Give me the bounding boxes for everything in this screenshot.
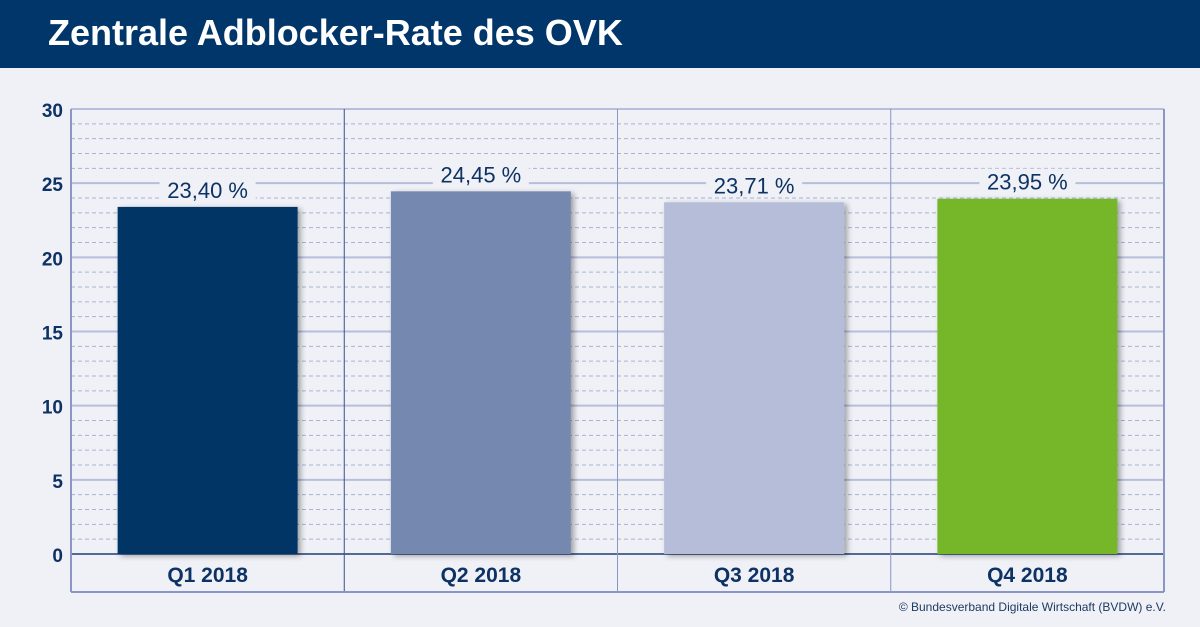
header-bar: Zentrale Adblocker-Rate des OVK <box>0 0 1200 68</box>
data-label: 23,95 % <box>987 170 1068 195</box>
x-tick-label: Q4 2018 <box>987 564 1068 587</box>
data-label: 24,45 % <box>441 162 522 187</box>
y-tick-label: 25 <box>42 175 64 196</box>
y-tick-label: 10 <box>42 398 63 419</box>
data-label: 23,40 % <box>167 178 248 203</box>
bar-q3-2018 <box>664 202 845 554</box>
y-tick-label: 20 <box>42 249 63 270</box>
y-tick-label: 0 <box>52 546 63 567</box>
chart-title: Zentrale Adblocker-Rate des OVK <box>48 12 623 53</box>
bar-q2-2018 <box>390 191 571 554</box>
bar-q4-2018 <box>937 198 1118 554</box>
copyright-credit: © Bundesverband Digitale Wirtschaft (BVD… <box>898 600 1166 614</box>
y-tick-label: 30 <box>42 101 63 122</box>
data-label-background <box>432 161 529 186</box>
data-label-background <box>979 168 1076 193</box>
data-label-background <box>159 176 256 201</box>
x-tick-label: Q2 2018 <box>441 564 522 587</box>
bar-q1-2018 <box>117 206 298 554</box>
x-tick-label: Q3 2018 <box>714 564 795 587</box>
x-tick-label: Q1 2018 <box>167 564 248 587</box>
y-tick-label: 5 <box>52 472 63 493</box>
y-tick-label: 15 <box>42 324 64 345</box>
data-label-background <box>706 172 803 197</box>
data-label: 23,71 % <box>714 173 795 198</box>
